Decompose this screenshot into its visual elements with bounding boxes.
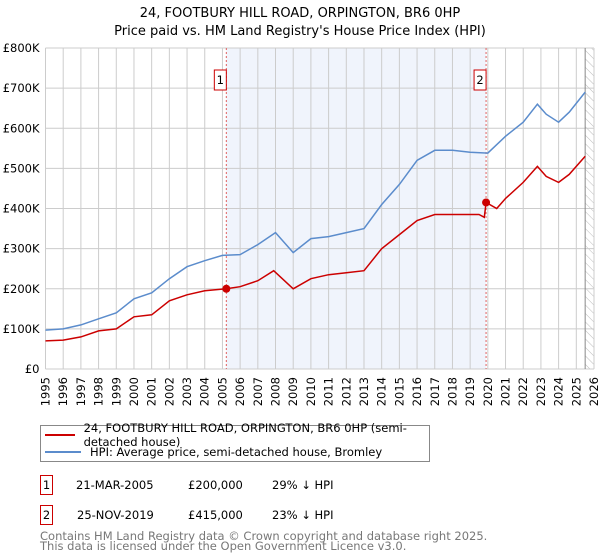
y-tick-label: £100K [3, 322, 40, 336]
y-tick-label: £0 [25, 362, 40, 376]
legend-item-property: 24, FOOTBURY HILL ROAD, ORPINGTON, BR6 0… [45, 421, 429, 449]
hpi-line [45, 91, 586, 331]
transaction-hpi: 23% ↓ HPI [272, 508, 334, 522]
x-tick-label: 2012 [339, 377, 353, 406]
x-tick-label: 2016 [410, 377, 424, 406]
legend-item-hpi: HPI: Average price, semi-detached house,… [45, 443, 382, 461]
y-tick-label: £800K [3, 41, 40, 55]
legend-label: HPI: Average price, semi-detached house,… [90, 445, 383, 459]
transaction-badge: 1 [40, 475, 53, 495]
annotation-label: 2 [476, 73, 483, 87]
x-tick-label: 2023 [534, 377, 548, 406]
annotation-box [213, 69, 227, 91]
x-tick-label: 2020 [481, 377, 495, 406]
footer: Contains HM Land Registry data © Crown c… [40, 529, 488, 553]
annotation-label: 1 [217, 73, 224, 87]
y-tick-label: £200K [3, 282, 40, 296]
x-tick-label: 2006 [233, 377, 247, 406]
x-tick-label: 2010 [304, 377, 318, 406]
legend-swatch-red [45, 434, 75, 436]
x-tick-label: 2005 [215, 377, 229, 406]
transaction-date: 25-NOV-2019 [77, 508, 154, 522]
sale-point [482, 198, 491, 207]
x-tick-label: 2014 [375, 377, 389, 406]
legend-label: 24, FOOTBURY HILL ROAD, ORPINGTON, BR6 0… [83, 421, 407, 449]
x-tick-label: 2003 [180, 377, 194, 406]
sale-point [222, 284, 231, 293]
x-tick-label: 2021 [499, 377, 513, 406]
x-tick-label: 2015 [392, 377, 406, 406]
y-tick-label: £300K [3, 242, 40, 256]
transaction-price: £415,000 [188, 508, 243, 522]
x-tick-label: 2002 [162, 377, 176, 406]
footer-licence: This data is licensed under the Open Gov… [40, 539, 407, 553]
x-tick-label: 2009 [286, 377, 300, 406]
chart-title: 24, FOOTBURY HILL ROAD, ORPINGTON, BR6 0… [139, 6, 461, 21]
x-tick-label: 2004 [198, 377, 212, 406]
annotation-box [473, 69, 487, 91]
x-tick-label: 1996 [56, 377, 70, 406]
x-tick-label: 2025 [569, 377, 583, 406]
chart-subtitle: Price paid vs. HM Land Registry's House … [114, 24, 486, 39]
y-tick-label: £600K [3, 121, 40, 135]
x-tick-label: 2001 [145, 377, 159, 406]
x-tick-label: 2013 [357, 377, 371, 406]
legend: 24, FOOTBURY HILL ROAD, ORPINGTON, BR6 0… [40, 421, 430, 462]
y-tick-label: £400K [3, 202, 40, 216]
x-tick-label: 2019 [463, 377, 477, 406]
x-tick-label: 2000 [127, 377, 141, 406]
x-tick-label: 2022 [516, 377, 530, 406]
transaction-price: £200,000 [188, 478, 243, 492]
property-price-line [45, 155, 586, 342]
x-tick-label: 1998 [92, 377, 106, 406]
transaction-hpi: 29% ↓ HPI [272, 478, 334, 492]
x-tick-label: 1999 [109, 377, 123, 406]
price-chart: 1995 1996 1997 1998 1999 2000 2001 2002 2003 2004… [3, 41, 600, 406]
x-tick-label: 2026 [587, 377, 600, 406]
legend-swatch-blue [45, 451, 81, 453]
x-tick-label: 2011 [322, 377, 336, 406]
y-tick-label: £500K [3, 161, 40, 175]
footer-copyright: Contains HM Land Registry data © Crown c… [40, 529, 488, 543]
x-tick-label: 1997 [74, 377, 88, 406]
x-tick-label: 2008 [269, 377, 283, 406]
x-tick-label: 1995 [39, 377, 53, 406]
x-tick-label: 2017 [428, 377, 442, 406]
transaction-badge: 2 [40, 505, 53, 525]
x-tick-label: 2007 [251, 377, 265, 406]
transaction-date: 21-MAR-2005 [76, 478, 154, 492]
y-tick-label: £700K [3, 81, 40, 95]
x-tick-label: 2024 [552, 377, 566, 406]
x-tick-label: 2018 [445, 377, 459, 406]
